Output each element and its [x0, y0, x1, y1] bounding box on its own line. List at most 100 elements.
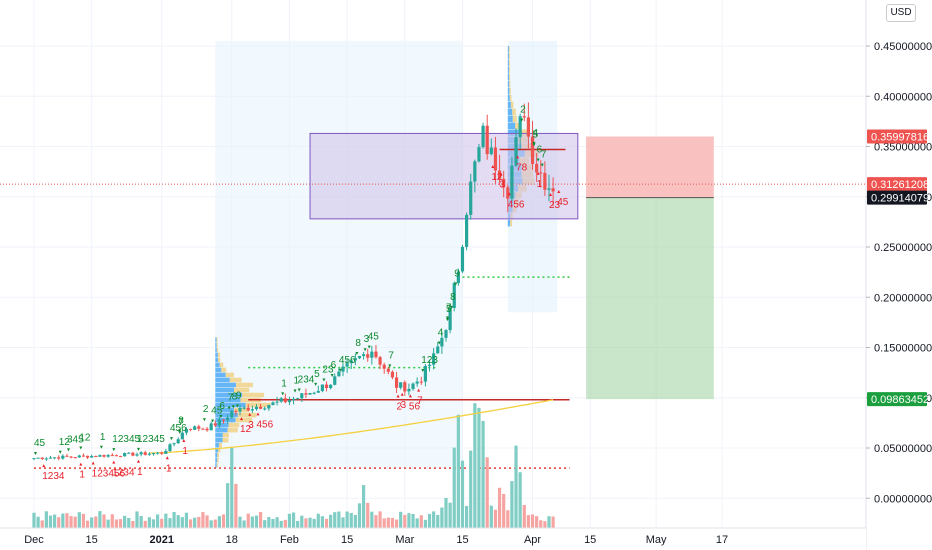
td-up-label: 45 — [211, 406, 223, 417]
td-up-marker — [363, 348, 367, 352]
td-up-marker — [367, 345, 371, 349]
candle-body — [320, 384, 324, 392]
moving-average — [149, 399, 554, 454]
volume-bar — [201, 512, 205, 528]
td-up-label: 4 — [438, 327, 444, 338]
time-tick-label: Mar — [395, 534, 414, 546]
volume-bar — [320, 516, 324, 528]
candle-body — [452, 283, 456, 308]
volume-bar — [522, 504, 526, 528]
candlesticks[interactable] — [32, 102, 555, 461]
td-up-marker — [355, 351, 359, 355]
candle-body — [156, 452, 160, 454]
volume-bar — [374, 515, 378, 528]
td-up-label: 7 — [446, 302, 452, 313]
profile-bar — [245, 402, 271, 408]
candle-body — [514, 137, 518, 166]
profile-bar — [215, 362, 220, 368]
candle-body — [502, 178, 506, 188]
td-down-label: 1 — [137, 467, 143, 478]
td-down-marker — [557, 189, 561, 193]
volume-bar — [452, 447, 456, 528]
td-down-marker — [516, 155, 520, 159]
candle-body — [77, 455, 81, 458]
candle-body — [275, 401, 279, 403]
stop-zone — [586, 136, 714, 198]
candle-body — [374, 351, 378, 358]
candle-body — [102, 455, 106, 457]
td-up-label: 6 — [219, 401, 225, 412]
profile-bar — [216, 342, 218, 347]
td-up-label: 8 — [178, 415, 184, 426]
time-tick-label: 18 — [226, 534, 238, 546]
candle-body — [526, 117, 530, 137]
candle-body — [135, 454, 139, 456]
volume-bar — [432, 511, 436, 528]
candle-body — [510, 165, 514, 199]
volume-bar — [341, 517, 345, 528]
volume-bar — [168, 518, 172, 528]
profile-bar — [507, 59, 509, 67]
td-down-label: 1 — [166, 463, 172, 474]
time-axis[interactable]: Dec 15 2021 18 Feb 15 Mar 15 Apr 15 May 17 — [0, 527, 866, 550]
td-up-marker — [293, 389, 297, 393]
volume-bar — [48, 515, 53, 528]
volume-bar — [110, 514, 114, 528]
td-down-marker — [79, 462, 83, 466]
candle-body — [226, 417, 230, 421]
td-down-label: 23 — [549, 200, 561, 211]
volume-bar — [254, 515, 259, 528]
candle-body — [349, 360, 353, 364]
td-down-marker — [491, 165, 495, 169]
price-tick-label: 0.20000000 — [874, 292, 932, 304]
price-axis[interactable]: 0.450000000.400000000.350000000.30000000… — [865, 0, 932, 550]
td-up-label: 456 — [339, 355, 356, 366]
volume-bar — [127, 517, 131, 528]
volume-bar — [81, 513, 86, 528]
candle-body — [333, 376, 337, 385]
td-up-label: 3 — [364, 334, 370, 345]
volume-bar — [378, 511, 382, 528]
volume-bar — [271, 518, 275, 528]
profile-bar — [507, 94, 510, 102]
time-tick-label: Apr — [524, 534, 541, 546]
candle-body — [85, 455, 90, 458]
volume-bar — [65, 513, 69, 528]
candle-body — [493, 147, 498, 171]
price-badge-label: 0.09863452 — [871, 394, 929, 406]
volume-bar — [390, 517, 395, 528]
candle-body — [180, 432, 184, 440]
candle-body — [118, 456, 123, 458]
candle-body — [390, 371, 395, 378]
td-up-marker — [330, 373, 334, 377]
td-down-marker — [396, 394, 400, 398]
candle-body — [242, 407, 246, 409]
td-up-label: 5 — [446, 304, 452, 315]
td-up-label: 45 — [368, 332, 380, 343]
volume-bar — [465, 505, 469, 528]
volume-bar — [193, 517, 197, 528]
td-down-label: 1 — [182, 446, 188, 457]
ma-line — [149, 399, 554, 454]
candle-body — [345, 363, 349, 367]
td-up-marker — [211, 419, 215, 423]
candle-body — [353, 358, 357, 361]
price-tick-label: 0.15000000 — [874, 343, 932, 355]
drawings[interactable] — [0, 132, 866, 469]
candle-body — [230, 411, 234, 418]
td-down-marker — [91, 461, 95, 465]
volume-bar — [123, 515, 127, 528]
td-down-marker — [182, 439, 186, 443]
td-up-marker — [540, 163, 544, 167]
profile-bar — [507, 80, 510, 88]
price-tick-label: 0.40000000 — [874, 91, 932, 103]
profile-bar — [215, 337, 217, 342]
volume-bar — [197, 516, 201, 528]
volume-bar — [160, 518, 164, 528]
time-tick-label: 15 — [584, 534, 596, 546]
volume-bar — [234, 483, 238, 528]
volume-bar — [506, 510, 510, 528]
currency-badge[interactable]: USD — [886, 4, 916, 22]
td-up-label: 8 — [450, 292, 456, 303]
